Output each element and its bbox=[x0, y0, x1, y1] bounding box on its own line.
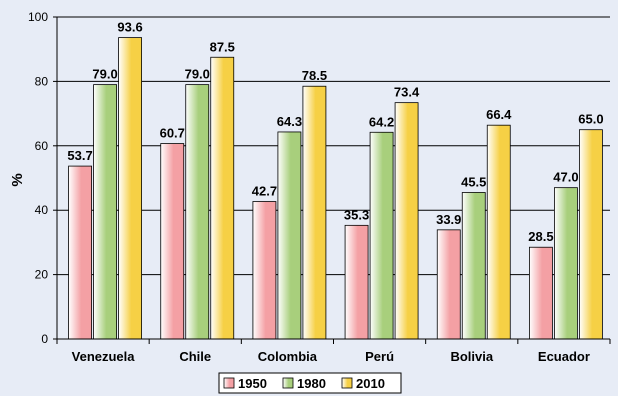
y-tick-label: 20 bbox=[35, 268, 49, 282]
bar-1950-Venezuela bbox=[68, 165, 92, 340]
axes bbox=[53, 16, 611, 344]
bar-2010-Colombia bbox=[302, 85, 327, 340]
category-label: Colombia bbox=[258, 349, 318, 364]
data-label: 87.5 bbox=[210, 39, 235, 54]
data-label: 66.4 bbox=[486, 107, 512, 122]
bar-1950-Bolivia bbox=[436, 229, 461, 340]
bar-2010-Perú bbox=[394, 102, 419, 340]
data-label: 64.2 bbox=[369, 114, 394, 129]
y-tick-label: 100 bbox=[28, 10, 48, 24]
data-label: 47.0 bbox=[553, 170, 578, 185]
data-label: 28.5 bbox=[528, 229, 553, 244]
bars bbox=[68, 37, 603, 340]
bar-1950-Colombia bbox=[252, 201, 277, 340]
y-tick-label: 0 bbox=[41, 332, 48, 346]
bar-1950-Ecuador bbox=[529, 246, 553, 340]
bar-2010-Venezuela bbox=[118, 37, 142, 340]
category-label: Chile bbox=[179, 349, 211, 364]
bar-1980-Venezuela bbox=[93, 84, 117, 340]
bar-1980-Bolivia bbox=[461, 192, 486, 340]
data-label: 64.3 bbox=[277, 114, 302, 129]
bar-2010-Chile bbox=[210, 56, 235, 340]
data-label: 65.0 bbox=[578, 112, 603, 127]
bar-2010-Ecuador bbox=[579, 129, 603, 340]
data-label: 42.7 bbox=[252, 184, 277, 199]
data-label: 79.0 bbox=[185, 67, 210, 82]
data-label: 45.5 bbox=[461, 174, 486, 189]
y-tick-label: 80 bbox=[35, 74, 49, 88]
y-tick-label: 40 bbox=[35, 203, 49, 217]
category-label: Bolivia bbox=[450, 349, 493, 364]
legend-label-1980: 1980 bbox=[297, 376, 326, 391]
bar-1950-Chile bbox=[160, 143, 185, 340]
legend-box bbox=[218, 372, 402, 394]
labels: 53.779.093.6Venezuela60.779.087.5Chile42… bbox=[28, 10, 604, 364]
data-label: 60.7 bbox=[160, 126, 185, 141]
category-label: Ecuador bbox=[538, 349, 590, 364]
bar-1980-Colombia bbox=[277, 131, 302, 340]
data-label: 93.6 bbox=[117, 20, 142, 35]
category-label: Perú bbox=[365, 349, 394, 364]
bar-2010-Bolivia bbox=[486, 124, 511, 340]
legend: 1950 1980 2010 bbox=[218, 372, 402, 394]
bar-1980-Ecuador bbox=[554, 187, 578, 340]
data-label: 33.9 bbox=[436, 212, 461, 227]
legend-swatch-1980 bbox=[282, 377, 294, 389]
bar-1950-Perú bbox=[344, 224, 369, 340]
data-label: 53.7 bbox=[67, 148, 92, 163]
legend-swatch-1950 bbox=[223, 377, 235, 389]
category-label: Venezuela bbox=[72, 349, 136, 364]
legend-label-2010: 2010 bbox=[356, 376, 385, 391]
bar-1980-Chile bbox=[185, 84, 210, 340]
gridlines bbox=[57, 16, 610, 276]
data-label: 35.3 bbox=[344, 207, 369, 222]
y-tick-label: 60 bbox=[35, 139, 49, 153]
data-label: 79.0 bbox=[92, 67, 117, 82]
legend-label-1950: 1950 bbox=[238, 376, 267, 391]
data-label: 73.4 bbox=[394, 85, 420, 100]
data-label: 78.5 bbox=[302, 68, 327, 83]
legend-swatch-2010 bbox=[341, 377, 353, 389]
bar-1980-Perú bbox=[369, 131, 394, 340]
y-axis-label: % bbox=[9, 173, 26, 186]
